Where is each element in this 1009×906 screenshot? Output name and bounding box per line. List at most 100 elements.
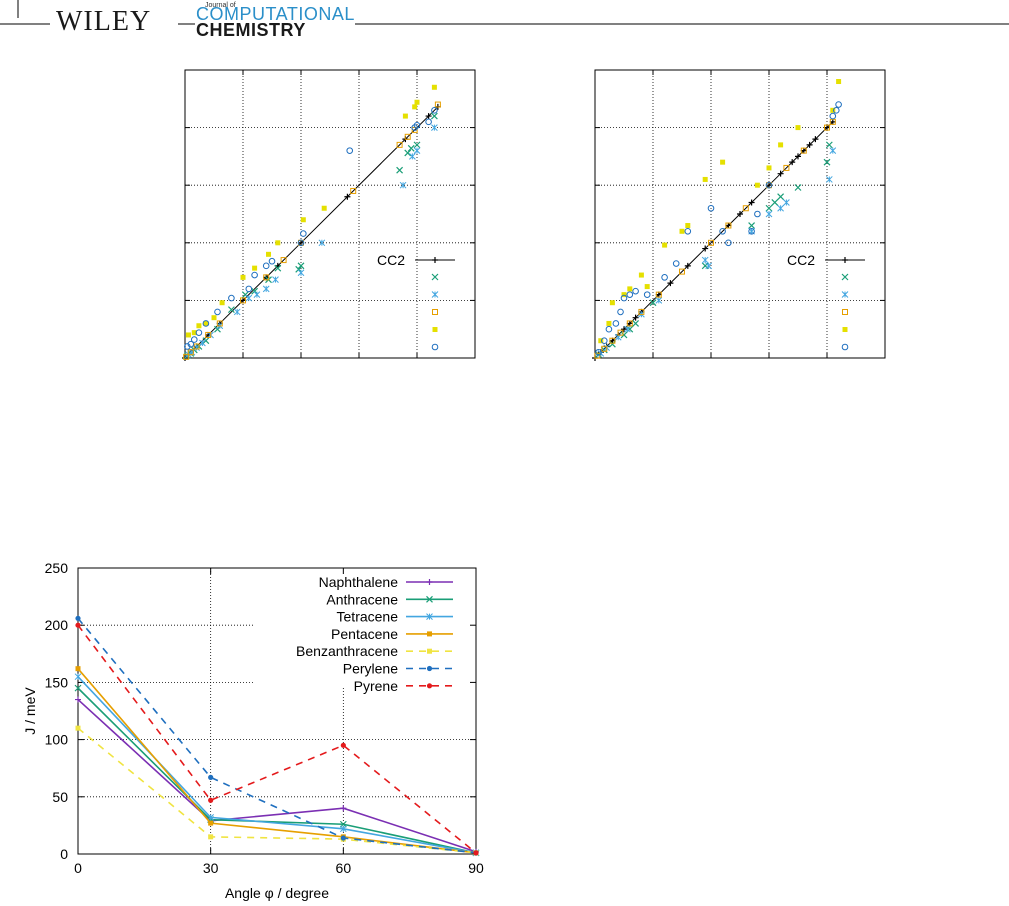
data-point-series-5 (268, 257, 276, 265)
data-point-series-4 (795, 125, 801, 131)
series-point-pyrene (473, 850, 479, 856)
data-point-series-1 (748, 222, 756, 229)
data-point-series-1 (777, 193, 785, 201)
legend-marker-series-2 (431, 291, 439, 298)
legend-marker-series-1 (431, 273, 439, 281)
journal-header: WILEY Journal of COMPUTATIONAL CHEMISTRY (0, 0, 1009, 48)
legend-marker-perylene (426, 665, 433, 672)
data-point-series-1 (404, 149, 412, 157)
journal-initial-2: C (196, 20, 210, 40)
legend-marker-benzanthracene (427, 648, 432, 654)
legend-label-naphthalene: Naphthalene (319, 574, 399, 590)
data-point-series-4 (662, 242, 668, 248)
data-point-series-4 (211, 315, 217, 321)
data-point-series-1 (202, 337, 210, 345)
data-point-series-4 (702, 176, 708, 182)
data-point-series-5 (228, 294, 235, 302)
series-line-perylene (77, 617, 477, 854)
data-point-series-3 (594, 352, 601, 359)
data-point-series-4 (275, 240, 281, 246)
data-point-series-5 (214, 308, 221, 316)
data-point-series-3 (626, 320, 633, 327)
legend-marker-series-1 (841, 273, 849, 281)
plot-frame (77, 567, 477, 855)
legend-marker-series-3 (842, 309, 848, 315)
series-point-pyrene (340, 742, 346, 748)
data-point-series-3 (396, 141, 403, 148)
series-point-perylene (75, 615, 81, 621)
data-point-series-4 (252, 265, 258, 271)
data-point-series-5 (829, 112, 837, 120)
plot-frame (184, 69, 476, 359)
data-point-series-1 (413, 141, 421, 149)
data-point-series-5 (725, 239, 732, 247)
data-point-series-1 (649, 299, 657, 307)
data-point-series-2 (624, 325, 631, 333)
series-point-pyrene (208, 797, 214, 803)
data-point-series-4 (431, 84, 437, 90)
plot-frame (594, 69, 886, 359)
data-point-series-1 (620, 331, 628, 339)
data-point-series-5 (765, 181, 773, 189)
series-point-perylene (208, 774, 214, 780)
cc2-point (789, 159, 796, 166)
data-point-series-2 (829, 147, 837, 154)
legend-marker-pyrene (426, 683, 433, 689)
data-point-series-2 (431, 124, 438, 131)
data-point-series-3 (187, 349, 194, 356)
data-point-series-4 (778, 142, 784, 148)
data-point-series-3 (183, 353, 190, 360)
data-point-series-5 (748, 227, 755, 235)
y-tick-label: 0 (60, 846, 68, 862)
data-point-series-5 (832, 107, 840, 114)
scatter-panel-2: CC2 (592, 69, 886, 361)
data-point-series-2 (655, 297, 663, 304)
legend-marker-series-2 (841, 291, 849, 298)
series-point-tetracene (207, 814, 215, 821)
data-point-series-3 (742, 205, 749, 212)
series-point-pyrene (75, 622, 81, 628)
series-point-anthracene (74, 684, 82, 692)
data-point-series-1 (297, 262, 305, 270)
data-point-series-5 (835, 101, 842, 108)
data-point-series-3 (205, 331, 212, 338)
data-point-series-2 (701, 256, 709, 264)
publisher-logo: WILEY (56, 6, 152, 37)
data-point-series-5 (595, 348, 602, 356)
data-point-series-2 (253, 291, 261, 298)
data-point-series-4 (203, 320, 209, 326)
legend-marker-series-5 (841, 343, 849, 351)
data-point-series-4 (412, 104, 418, 110)
legend-label-cc2: CC2 (787, 252, 815, 268)
series-point-benzanthracene (75, 725, 81, 731)
data-point-series-4 (836, 79, 842, 85)
data-point-series-1 (771, 199, 779, 206)
legend-marker-series-5 (431, 343, 439, 351)
series-line-anthracene (77, 687, 477, 854)
data-point-series-3 (193, 343, 200, 350)
data-point-series-2 (777, 204, 784, 212)
series-line-pentacene (77, 668, 477, 854)
data-point-series-4 (685, 223, 691, 229)
legend-label-anthracene: Anthracene (326, 591, 398, 607)
data-point-series-3 (350, 187, 357, 194)
data-point-series-1 (407, 144, 415, 152)
legend-marker-naphthalene (426, 579, 433, 585)
journal-small-caption: Journal of (205, 2, 236, 9)
data-point-series-4 (266, 251, 272, 257)
x-tick-label: 0 (74, 860, 82, 876)
legend-label-tetracene: Tetracene (337, 609, 399, 625)
data-point-series-2 (318, 239, 326, 247)
data-point-series-3 (263, 274, 270, 281)
data-point-series-2 (297, 269, 305, 277)
data-point-series-1 (274, 264, 282, 272)
data-point-series-2 (825, 176, 833, 183)
data-point-series-3 (679, 268, 685, 275)
series-point-naphthalene (75, 696, 81, 703)
legend-marker-cc2 (842, 257, 848, 263)
data-point-series-1 (227, 306, 235, 314)
data-point-series-1 (632, 320, 640, 327)
data-point-series-3 (824, 124, 830, 131)
data-point-series-4 (219, 300, 225, 306)
cc2-point (684, 262, 691, 269)
